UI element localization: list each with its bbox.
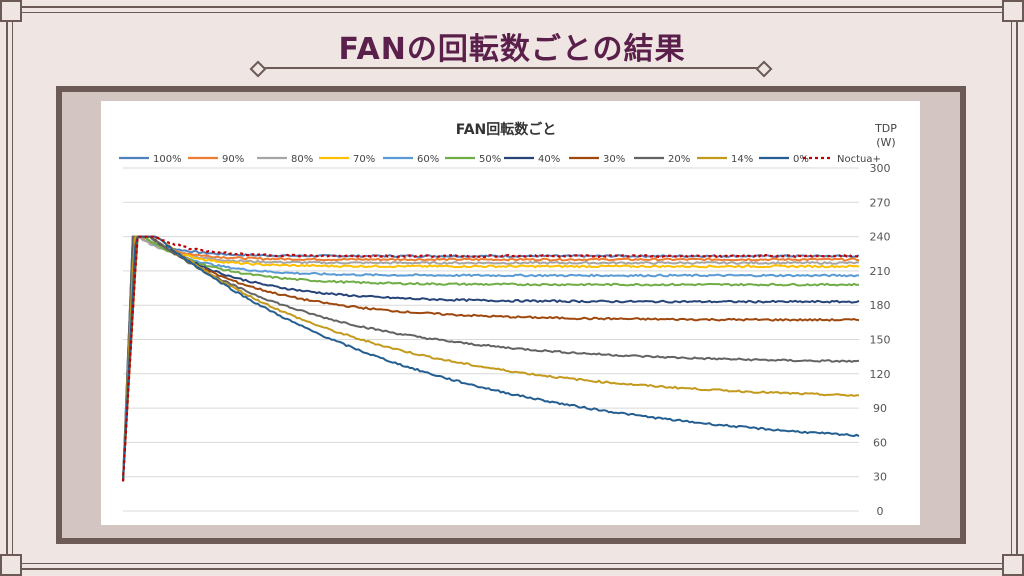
series-line-20 [122, 235, 860, 482]
series-line-30 [122, 235, 860, 482]
inner-frame [12, 12, 1012, 564]
legend-label: 40% [538, 154, 560, 165]
y-tick-label: 210 [870, 265, 891, 278]
series-line-Noctua [121, 235, 860, 482]
series-line-80 [122, 235, 860, 482]
y-tick-label: 150 [870, 334, 891, 347]
legend-label: 0% [793, 154, 809, 165]
y-tick-label: 0 [877, 505, 884, 518]
y-tick-label: 60 [873, 436, 887, 449]
legend-label: 20% [668, 154, 690, 165]
chart-area: FAN回転数ごと TDP (W) 0 30 60 90 120 150 180 210 240 27… [101, 101, 920, 525]
legend-label: Noctua+ [837, 154, 881, 165]
corner-ornament-bottom-left [0, 554, 22, 576]
corner-ornament-top-right [1002, 0, 1024, 22]
y-tick-label: 240 [870, 231, 891, 244]
y-tick-label: 270 [870, 196, 891, 209]
title-underline [258, 67, 766, 69]
legend-label: 80% [291, 154, 313, 165]
legend-label: 14% [731, 154, 753, 165]
chart-title: FAN回転数ごと [456, 121, 557, 138]
series-line-60 [122, 235, 860, 482]
y-tick-label: 90 [873, 402, 887, 415]
corner-ornament-bottom-right [1002, 554, 1024, 576]
series-line-70 [122, 235, 860, 482]
legend-label: 60% [417, 154, 439, 165]
y-tick-label: 300 [870, 162, 891, 175]
y-tick-label: 30 [873, 471, 887, 484]
outer-frame [6, 6, 1018, 570]
legend-label: 100% [153, 154, 182, 165]
series-line-50 [122, 235, 860, 482]
series-line-90 [122, 235, 860, 482]
corner-ornament-top-left [0, 0, 22, 22]
legend-label: 70% [353, 154, 375, 165]
y-tick-label: 180 [870, 299, 891, 312]
line-chart: FAN回転数ごと TDP (W) 0 30 60 90 120 150 180 210 240 27… [119, 121, 897, 518]
legend-label: 90% [222, 154, 244, 165]
series-line-0 [122, 235, 860, 482]
series-line-14 [122, 235, 860, 482]
y-axis-label: TDP (W) [874, 122, 897, 149]
series-line-40 [122, 235, 860, 482]
slide-title: FANの回転数ごとの結果 [338, 32, 686, 67]
y-tick-label: 120 [870, 368, 891, 381]
legend-label: 50% [479, 154, 501, 165]
legend-label: 30% [603, 154, 625, 165]
